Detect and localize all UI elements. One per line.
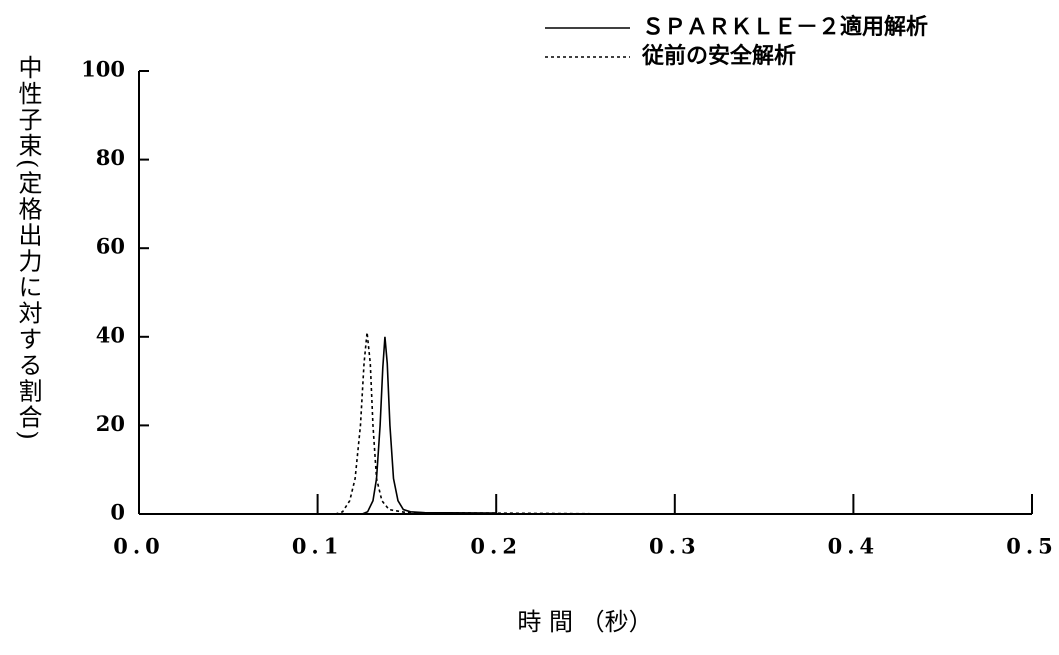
legend-label: ＳＰＡＲＫＬＥ－２適用解析 — [642, 14, 928, 40]
y-tick-label: 20 — [96, 411, 125, 436]
x-tick-label: 0.5 — [1006, 534, 1058, 559]
y-tick-label: 80 — [96, 145, 125, 170]
y-tick-label: 60 — [96, 234, 125, 259]
x-tick-label: 0.0 — [113, 534, 165, 559]
y-axis-label: 中性子束(定格出力に対する割合) — [14, 55, 42, 442]
y-tick-label: 100 — [81, 57, 125, 82]
y-tick-label: 0 — [110, 500, 125, 525]
x-tick-label: 0.2 — [470, 534, 522, 559]
series-line — [335, 332, 629, 515]
legend-label: 従前の安全解析 — [641, 43, 796, 69]
x-axis-label: 時 間 （秒） — [517, 608, 652, 636]
series-line — [353, 336, 497, 515]
x-tick-label: 0.3 — [649, 534, 701, 559]
x-tick-label: 0.4 — [828, 534, 880, 559]
y-tick-label: 40 — [96, 322, 125, 347]
x-tick-label: 0.1 — [292, 534, 344, 559]
